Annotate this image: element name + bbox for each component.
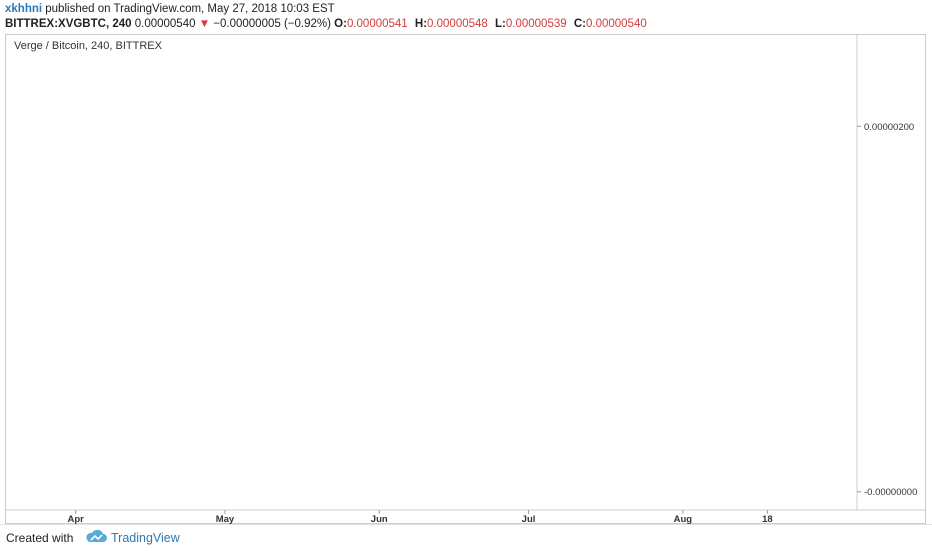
close-label: C: bbox=[573, 18, 586, 30]
author-link[interactable]: xkhhni bbox=[5, 3, 43, 15]
symbol-label: BITTREX:XVGBTC, 240 bbox=[5, 18, 132, 30]
x-tick-label: 18 bbox=[762, 514, 773, 525]
quote-line: BITTREX:XVGBTC, 240 0.00000540 ▼ −0.0000… bbox=[5, 18, 651, 30]
x-tick-label: Jun bbox=[371, 514, 388, 525]
tradingview-cloud-icon bbox=[86, 529, 107, 542]
x-tick-label: Jul bbox=[522, 514, 536, 525]
low-label: L: bbox=[495, 18, 506, 30]
footer: Created with TradingView bbox=[0, 524, 932, 551]
open-value: 0.00000541 bbox=[346, 18, 408, 30]
open-label: O: bbox=[334, 18, 347, 30]
close-value: 0.00000540 bbox=[585, 18, 647, 30]
y-tick-label: 0.00000200 bbox=[864, 122, 914, 133]
price-change: −0.00000005 (−0.92%) bbox=[213, 18, 331, 30]
publish-line: xkhhni published on TradingView.com, May… bbox=[5, 3, 335, 15]
low-value: 0.00000539 bbox=[505, 18, 567, 30]
chart-title: Verge / Bitcoin, 240, BITTREX bbox=[14, 40, 162, 52]
x-tick-label: Aug bbox=[674, 514, 693, 525]
down-arrow-icon: ▼ bbox=[198, 18, 211, 30]
chart-header: xkhhni published on TradingView.com, May… bbox=[0, 0, 932, 34]
tradingview-brand[interactable]: TradingView bbox=[111, 531, 180, 545]
high-label: H: bbox=[414, 18, 428, 30]
y-tick-label: -0.00000000 bbox=[864, 487, 917, 498]
x-tick-label: May bbox=[216, 514, 235, 525]
x-tick-label: Apr bbox=[67, 514, 84, 525]
created-with-text: Created with bbox=[6, 531, 74, 545]
high-value: 0.00000548 bbox=[427, 18, 488, 30]
published-text: published on TradingView.com, May 27, 20… bbox=[45, 3, 335, 15]
chart-frame[interactable] bbox=[5, 34, 926, 524]
last-price: 0.00000540 bbox=[134, 18, 196, 30]
